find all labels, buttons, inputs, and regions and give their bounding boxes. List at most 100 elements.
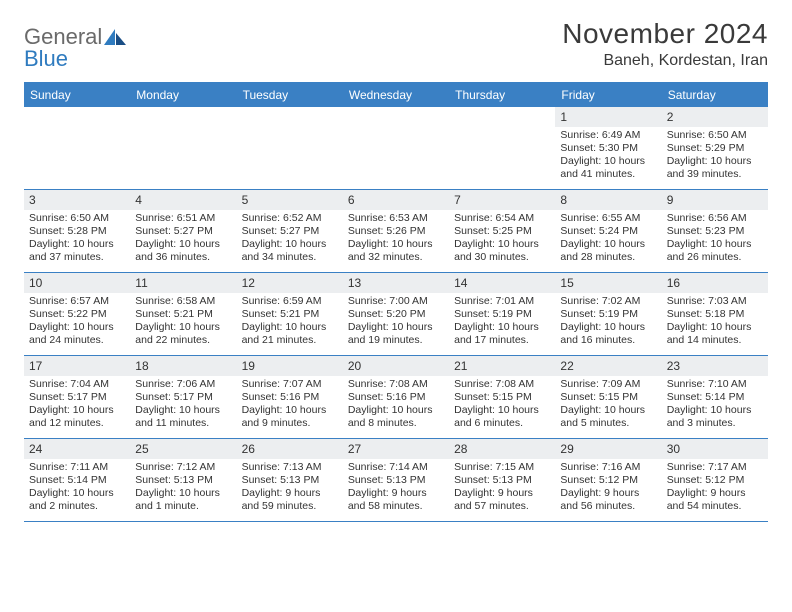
page-title: November 2024 [562,18,768,50]
calendar-cell: 9Sunrise: 6:56 AMSunset: 5:23 PMDaylight… [662,190,768,273]
calendar-cell: 21Sunrise: 7:08 AMSunset: 5:15 PMDayligh… [449,356,555,439]
day-number: 2 [662,107,768,127]
calendar-week-row: 1Sunrise: 6:49 AMSunset: 5:30 PMDaylight… [24,107,768,190]
day-details: Sunrise: 7:16 AMSunset: 5:12 PMDaylight:… [555,459,661,520]
day-number: 30 [662,439,768,459]
day-details: Sunrise: 6:52 AMSunset: 5:27 PMDaylight:… [237,210,343,271]
day-details: Sunrise: 6:55 AMSunset: 5:24 PMDaylight:… [555,210,661,271]
calendar-cell: 16Sunrise: 7:03 AMSunset: 5:18 PMDayligh… [662,273,768,356]
weekday-header: Tuesday [237,83,343,108]
calendar-cell: 14Sunrise: 7:01 AMSunset: 5:19 PMDayligh… [449,273,555,356]
calendar-cell: 4Sunrise: 6:51 AMSunset: 5:27 PMDaylight… [130,190,236,273]
day-details: Sunrise: 6:50 AMSunset: 5:29 PMDaylight:… [662,127,768,188]
calendar-week-row: 17Sunrise: 7:04 AMSunset: 5:17 PMDayligh… [24,356,768,439]
day-details: Sunrise: 7:00 AMSunset: 5:20 PMDaylight:… [343,293,449,354]
calendar-cell: 29Sunrise: 7:16 AMSunset: 5:12 PMDayligh… [555,439,661,522]
day-number: 23 [662,356,768,376]
calendar-cell: 10Sunrise: 6:57 AMSunset: 5:22 PMDayligh… [24,273,130,356]
calendar-cell: 13Sunrise: 7:00 AMSunset: 5:20 PMDayligh… [343,273,449,356]
day-number: 27 [343,439,449,459]
day-number: 19 [237,356,343,376]
day-details: Sunrise: 7:15 AMSunset: 5:13 PMDaylight:… [449,459,555,520]
calendar-cell [130,107,236,190]
day-number: 6 [343,190,449,210]
weekday-header-row: Sunday Monday Tuesday Wednesday Thursday… [24,83,768,108]
weekday-header: Thursday [449,83,555,108]
location-label: Baneh, Kordestan, Iran [562,52,768,70]
calendar-cell: 22Sunrise: 7:09 AMSunset: 5:15 PMDayligh… [555,356,661,439]
day-details: Sunrise: 6:53 AMSunset: 5:26 PMDaylight:… [343,210,449,271]
day-number: 21 [449,356,555,376]
calendar-cell [24,107,130,190]
day-number: 12 [237,273,343,293]
header: General Blue November 2024 Baneh, Kordes… [24,18,768,72]
day-details: Sunrise: 7:02 AMSunset: 5:19 PMDaylight:… [555,293,661,354]
brand-part2: Blue [24,46,68,72]
calendar-cell: 30Sunrise: 7:17 AMSunset: 5:12 PMDayligh… [662,439,768,522]
calendar-cell: 28Sunrise: 7:15 AMSunset: 5:13 PMDayligh… [449,439,555,522]
calendar-cell [237,107,343,190]
day-number: 29 [555,439,661,459]
calendar-cell: 3Sunrise: 6:50 AMSunset: 5:28 PMDaylight… [24,190,130,273]
calendar-cell: 25Sunrise: 7:12 AMSunset: 5:13 PMDayligh… [130,439,236,522]
day-details: Sunrise: 6:54 AMSunset: 5:25 PMDaylight:… [449,210,555,271]
calendar-cell: 1Sunrise: 6:49 AMSunset: 5:30 PMDaylight… [555,107,661,190]
day-number: 9 [662,190,768,210]
day-details: Sunrise: 7:08 AMSunset: 5:16 PMDaylight:… [343,376,449,437]
calendar-cell: 2Sunrise: 6:50 AMSunset: 5:29 PMDaylight… [662,107,768,190]
day-number: 28 [449,439,555,459]
calendar-cell [343,107,449,190]
calendar-cell: 24Sunrise: 7:11 AMSunset: 5:14 PMDayligh… [24,439,130,522]
day-details: Sunrise: 7:17 AMSunset: 5:12 PMDaylight:… [662,459,768,520]
day-number: 5 [237,190,343,210]
day-number: 24 [24,439,130,459]
day-details: Sunrise: 7:03 AMSunset: 5:18 PMDaylight:… [662,293,768,354]
calendar-week-row: 10Sunrise: 6:57 AMSunset: 5:22 PMDayligh… [24,273,768,356]
calendar-cell: 23Sunrise: 7:10 AMSunset: 5:14 PMDayligh… [662,356,768,439]
calendar-cell: 5Sunrise: 6:52 AMSunset: 5:27 PMDaylight… [237,190,343,273]
day-details: Sunrise: 7:12 AMSunset: 5:13 PMDaylight:… [130,459,236,520]
day-details: Sunrise: 6:57 AMSunset: 5:22 PMDaylight:… [24,293,130,354]
calendar-cell: 19Sunrise: 7:07 AMSunset: 5:16 PMDayligh… [237,356,343,439]
day-number: 7 [449,190,555,210]
day-number: 20 [343,356,449,376]
day-number: 4 [130,190,236,210]
calendar-cell: 17Sunrise: 7:04 AMSunset: 5:17 PMDayligh… [24,356,130,439]
day-number: 22 [555,356,661,376]
day-number: 1 [555,107,661,127]
calendar-week-row: 24Sunrise: 7:11 AMSunset: 5:14 PMDayligh… [24,439,768,522]
day-number: 13 [343,273,449,293]
day-details: Sunrise: 6:51 AMSunset: 5:27 PMDaylight:… [130,210,236,271]
day-details: Sunrise: 7:07 AMSunset: 5:16 PMDaylight:… [237,376,343,437]
day-details: Sunrise: 6:49 AMSunset: 5:30 PMDaylight:… [555,127,661,188]
calendar-week-row: 3Sunrise: 6:50 AMSunset: 5:28 PMDaylight… [24,190,768,273]
day-number: 14 [449,273,555,293]
day-details: Sunrise: 7:09 AMSunset: 5:15 PMDaylight:… [555,376,661,437]
day-details: Sunrise: 7:04 AMSunset: 5:17 PMDaylight:… [24,376,130,437]
day-number: 18 [130,356,236,376]
day-number: 25 [130,439,236,459]
calendar-cell: 11Sunrise: 6:58 AMSunset: 5:21 PMDayligh… [130,273,236,356]
calendar-cell: 7Sunrise: 6:54 AMSunset: 5:25 PMDaylight… [449,190,555,273]
day-details: Sunrise: 7:14 AMSunset: 5:13 PMDaylight:… [343,459,449,520]
calendar-cell: 27Sunrise: 7:14 AMSunset: 5:13 PMDayligh… [343,439,449,522]
weekday-header: Wednesday [343,83,449,108]
day-number: 10 [24,273,130,293]
day-details: Sunrise: 7:11 AMSunset: 5:14 PMDaylight:… [24,459,130,520]
brand-sail-icon [104,29,126,45]
day-details: Sunrise: 7:08 AMSunset: 5:15 PMDaylight:… [449,376,555,437]
day-number: 15 [555,273,661,293]
day-details: Sunrise: 6:50 AMSunset: 5:28 PMDaylight:… [24,210,130,271]
calendar-cell: 20Sunrise: 7:08 AMSunset: 5:16 PMDayligh… [343,356,449,439]
calendar-cell: 8Sunrise: 6:55 AMSunset: 5:24 PMDaylight… [555,190,661,273]
calendar-cell: 18Sunrise: 7:06 AMSunset: 5:17 PMDayligh… [130,356,236,439]
day-details: Sunrise: 7:13 AMSunset: 5:13 PMDaylight:… [237,459,343,520]
day-number: 8 [555,190,661,210]
day-number: 16 [662,273,768,293]
calendar-cell: 6Sunrise: 6:53 AMSunset: 5:26 PMDaylight… [343,190,449,273]
day-details: Sunrise: 6:59 AMSunset: 5:21 PMDaylight:… [237,293,343,354]
day-details: Sunrise: 7:01 AMSunset: 5:19 PMDaylight:… [449,293,555,354]
calendar-cell [449,107,555,190]
weekday-header: Sunday [24,83,130,108]
weekday-header: Saturday [662,83,768,108]
